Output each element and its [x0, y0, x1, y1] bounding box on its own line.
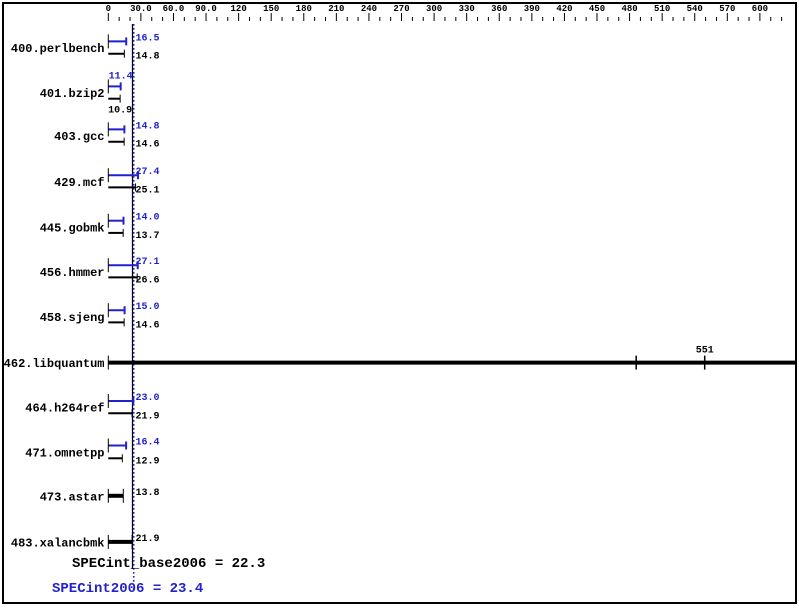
svg-text:360: 360 — [491, 4, 507, 14]
svg-text:14.6: 14.6 — [136, 320, 160, 331]
svg-text:600: 600 — [752, 4, 768, 14]
svg-text:27.4: 27.4 — [136, 167, 160, 178]
svg-text:210: 210 — [328, 4, 344, 14]
svg-text:30.0: 30.0 — [130, 4, 152, 14]
svg-text:240: 240 — [361, 4, 377, 14]
svg-text:480: 480 — [621, 4, 637, 14]
svg-text:14.0: 14.0 — [136, 213, 160, 224]
svg-text:510: 510 — [654, 4, 670, 14]
svg-text:60.0: 60.0 — [163, 4, 185, 14]
svg-text:403.gcc: 403.gcc — [54, 130, 104, 144]
svg-text:14.8: 14.8 — [136, 121, 160, 132]
svg-text:640: 640 — [795, 4, 797, 14]
svg-text:429.mcf: 429.mcf — [54, 176, 104, 190]
svg-text:21.9: 21.9 — [136, 534, 160, 545]
svg-text:471.omnetpp: 471.omnetpp — [25, 446, 104, 460]
svg-text:25.1: 25.1 — [136, 185, 160, 196]
svg-text:27.1: 27.1 — [136, 257, 160, 268]
svg-text:120: 120 — [231, 4, 247, 14]
svg-text:540: 540 — [687, 4, 703, 14]
svg-text:483.xalancbmk: 483.xalancbmk — [11, 536, 105, 550]
svg-text:180: 180 — [296, 4, 312, 14]
svg-text:420: 420 — [556, 4, 572, 14]
svg-text:450: 450 — [589, 4, 605, 14]
svg-text:26.6: 26.6 — [136, 275, 160, 286]
svg-text:445.gobmk: 445.gobmk — [40, 221, 105, 235]
svg-text:15.0: 15.0 — [136, 302, 160, 313]
svg-text:16.4: 16.4 — [136, 438, 160, 449]
svg-text:270: 270 — [393, 4, 409, 14]
svg-text:21.9: 21.9 — [136, 411, 160, 422]
svg-text:13.7: 13.7 — [136, 231, 160, 242]
svg-text:390: 390 — [524, 4, 540, 14]
svg-text:16.5: 16.5 — [136, 33, 160, 44]
svg-text:SPECint_base2006 = 22.3: SPECint_base2006 = 22.3 — [72, 556, 265, 572]
svg-text:23.0: 23.0 — [136, 393, 160, 404]
svg-text:473.astar: 473.astar — [40, 490, 105, 504]
svg-text:300: 300 — [426, 4, 442, 14]
svg-text:11.4: 11.4 — [109, 71, 133, 82]
svg-text:401.bzip2: 401.bzip2 — [40, 87, 105, 101]
svg-text:14.6: 14.6 — [136, 140, 160, 151]
svg-text:12.9: 12.9 — [136, 456, 160, 467]
svg-text:10.9: 10.9 — [108, 106, 132, 117]
svg-text:0: 0 — [106, 4, 111, 14]
svg-text:150: 150 — [263, 4, 279, 14]
svg-text:13.8: 13.8 — [136, 488, 160, 499]
svg-text:462.libquantum: 462.libquantum — [4, 357, 105, 371]
svg-text:400.perlbench: 400.perlbench — [11, 42, 105, 56]
svg-text:456.hmmer: 456.hmmer — [40, 266, 105, 280]
svg-text:570: 570 — [719, 4, 735, 14]
svg-text:458.sjeng: 458.sjeng — [40, 311, 105, 325]
svg-text:551: 551 — [696, 346, 714, 357]
svg-text:464.h264ref: 464.h264ref — [25, 402, 104, 416]
svg-text:90.0: 90.0 — [195, 4, 217, 14]
svg-text:SPECint2006 = 23.4: SPECint2006 = 23.4 — [52, 581, 203, 597]
svg-text:14.8: 14.8 — [136, 52, 160, 63]
svg-text:330: 330 — [459, 4, 475, 14]
